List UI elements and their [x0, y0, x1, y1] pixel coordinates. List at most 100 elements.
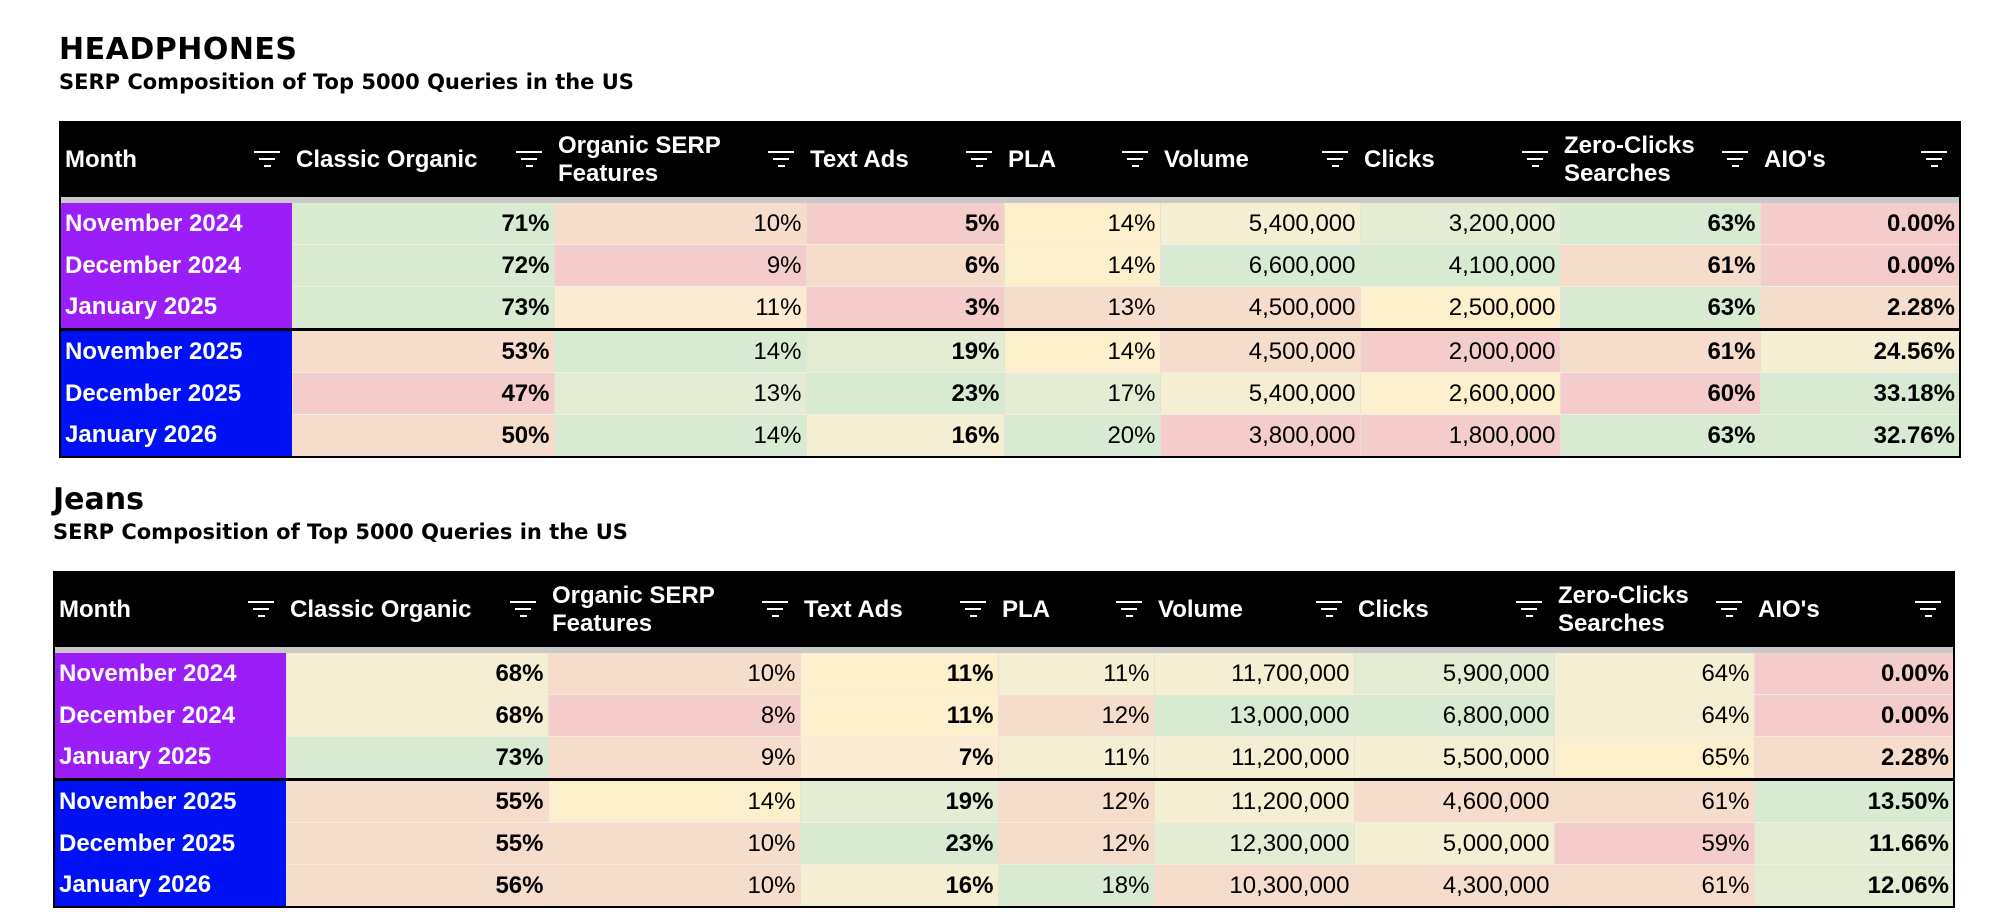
- value-cell[interactable]: 5,900,000: [1353, 653, 1555, 695]
- value-cell[interactable]: 2,000,000: [1359, 328, 1561, 373]
- column-header[interactable]: Month: [54, 572, 286, 647]
- value-cell[interactable]: 0.00%: [1753, 694, 1955, 737]
- value-cell[interactable]: 32.76%: [1759, 414, 1961, 458]
- value-cell[interactable]: 6,800,000: [1353, 694, 1555, 737]
- column-header[interactable]: Month: [60, 122, 292, 197]
- column-header[interactable]: Text Ads: [800, 572, 998, 647]
- column-header[interactable]: Classic Organic: [286, 572, 548, 647]
- value-cell[interactable]: 0.00%: [1753, 653, 1955, 695]
- value-cell[interactable]: 5,500,000: [1353, 736, 1555, 780]
- value-cell[interactable]: 5,400,000: [1159, 372, 1361, 415]
- value-cell[interactable]: 73%: [291, 286, 555, 330]
- value-cell[interactable]: 12%: [997, 822, 1155, 865]
- value-cell[interactable]: 68%: [285, 653, 549, 695]
- value-cell[interactable]: 14%: [553, 328, 807, 373]
- filter-icon[interactable]: [960, 601, 986, 619]
- value-cell[interactable]: 5%: [805, 203, 1005, 245]
- value-cell[interactable]: 4,600,000: [1353, 778, 1555, 823]
- filter-icon[interactable]: [1116, 601, 1142, 619]
- month-cell[interactable]: November 2024: [60, 203, 292, 245]
- column-header[interactable]: Zero-Clicks Searches: [1554, 572, 1754, 647]
- filter-icon[interactable]: [1716, 601, 1742, 619]
- column-header[interactable]: Clicks: [1360, 122, 1560, 197]
- month-cell[interactable]: November 2025: [54, 778, 286, 823]
- value-cell[interactable]: 6,600,000: [1159, 244, 1361, 287]
- value-cell[interactable]: 64%: [1553, 653, 1755, 695]
- value-cell[interactable]: 2.28%: [1753, 736, 1955, 780]
- filter-icon[interactable]: [1522, 151, 1548, 169]
- value-cell[interactable]: 13,000,000: [1153, 694, 1355, 737]
- value-cell[interactable]: 3,800,000: [1159, 414, 1361, 458]
- value-cell[interactable]: 8%: [547, 694, 801, 737]
- value-cell[interactable]: 68%: [285, 694, 549, 737]
- value-cell[interactable]: 12%: [997, 694, 1155, 737]
- value-cell[interactable]: 18%: [997, 864, 1155, 908]
- value-cell[interactable]: 13.50%: [1753, 778, 1955, 823]
- month-cell[interactable]: December 2025: [60, 372, 292, 415]
- column-header[interactable]: Volume: [1154, 572, 1354, 647]
- value-cell[interactable]: 11,200,000: [1153, 778, 1355, 823]
- value-cell[interactable]: 7%: [799, 736, 999, 780]
- value-cell[interactable]: 4,100,000: [1359, 244, 1561, 287]
- filter-icon[interactable]: [1915, 601, 1941, 619]
- value-cell[interactable]: 10%: [547, 864, 801, 908]
- value-cell[interactable]: 3,200,000: [1359, 203, 1561, 245]
- value-cell[interactable]: 19%: [805, 328, 1005, 373]
- value-cell[interactable]: 61%: [1559, 328, 1761, 373]
- column-header[interactable]: Volume: [1160, 122, 1360, 197]
- month-cell[interactable]: December 2024: [60, 244, 292, 287]
- value-cell[interactable]: 5,000,000: [1353, 822, 1555, 865]
- value-cell[interactable]: 59%: [1553, 822, 1755, 865]
- value-cell[interactable]: 24.56%: [1759, 328, 1961, 373]
- filter-icon[interactable]: [762, 601, 788, 619]
- value-cell[interactable]: 10%: [547, 822, 801, 865]
- month-cell[interactable]: November 2025: [60, 328, 292, 373]
- column-header[interactable]: PLA: [1004, 122, 1160, 197]
- value-cell[interactable]: 53%: [291, 328, 555, 373]
- month-cell[interactable]: January 2026: [60, 414, 292, 457]
- value-cell[interactable]: 1,800,000: [1359, 414, 1561, 458]
- value-cell[interactable]: 11,700,000: [1153, 653, 1355, 695]
- filter-icon[interactable]: [1722, 151, 1748, 169]
- value-cell[interactable]: 60%: [1559, 372, 1761, 415]
- value-cell[interactable]: 23%: [799, 822, 999, 865]
- value-cell[interactable]: 14%: [547, 778, 801, 823]
- value-cell[interactable]: 71%: [291, 203, 555, 245]
- value-cell[interactable]: 4,500,000: [1159, 328, 1361, 373]
- value-cell[interactable]: 14%: [1003, 244, 1161, 287]
- value-cell[interactable]: 14%: [553, 414, 807, 458]
- value-cell[interactable]: 33.18%: [1759, 372, 1961, 415]
- value-cell[interactable]: 20%: [1003, 414, 1161, 458]
- column-header[interactable]: Clicks: [1354, 572, 1554, 647]
- value-cell[interactable]: 63%: [1559, 203, 1761, 245]
- value-cell[interactable]: 11%: [997, 736, 1155, 780]
- value-cell[interactable]: 0.00%: [1759, 244, 1961, 287]
- value-cell[interactable]: 13%: [553, 372, 807, 415]
- filter-icon[interactable]: [1921, 151, 1947, 169]
- value-cell[interactable]: 2,600,000: [1359, 372, 1561, 415]
- filter-icon[interactable]: [768, 151, 794, 169]
- column-header[interactable]: Classic Organic: [292, 122, 554, 197]
- month-cell[interactable]: December 2025: [54, 822, 286, 865]
- column-header[interactable]: AIO's: [1760, 122, 1960, 197]
- value-cell[interactable]: 11%: [799, 653, 999, 695]
- value-cell[interactable]: 4,300,000: [1353, 864, 1555, 908]
- filter-icon[interactable]: [510, 601, 536, 619]
- value-cell[interactable]: 11.66%: [1753, 822, 1955, 865]
- value-cell[interactable]: 11%: [553, 286, 807, 330]
- value-cell[interactable]: 9%: [547, 736, 801, 780]
- value-cell[interactable]: 56%: [285, 864, 549, 908]
- filter-icon[interactable]: [1322, 151, 1348, 169]
- month-cell[interactable]: December 2024: [54, 694, 286, 737]
- value-cell[interactable]: 12%: [997, 778, 1155, 823]
- value-cell[interactable]: 10,300,000: [1153, 864, 1355, 908]
- column-header[interactable]: Organic SERP Features: [554, 122, 806, 197]
- value-cell[interactable]: 11%: [799, 694, 999, 737]
- filter-icon[interactable]: [1122, 151, 1148, 169]
- filter-icon[interactable]: [1316, 601, 1342, 619]
- value-cell[interactable]: 63%: [1559, 286, 1761, 330]
- value-cell[interactable]: 55%: [285, 778, 549, 823]
- value-cell[interactable]: 65%: [1553, 736, 1755, 780]
- value-cell[interactable]: 61%: [1553, 864, 1755, 908]
- month-cell[interactable]: January 2025: [60, 286, 292, 330]
